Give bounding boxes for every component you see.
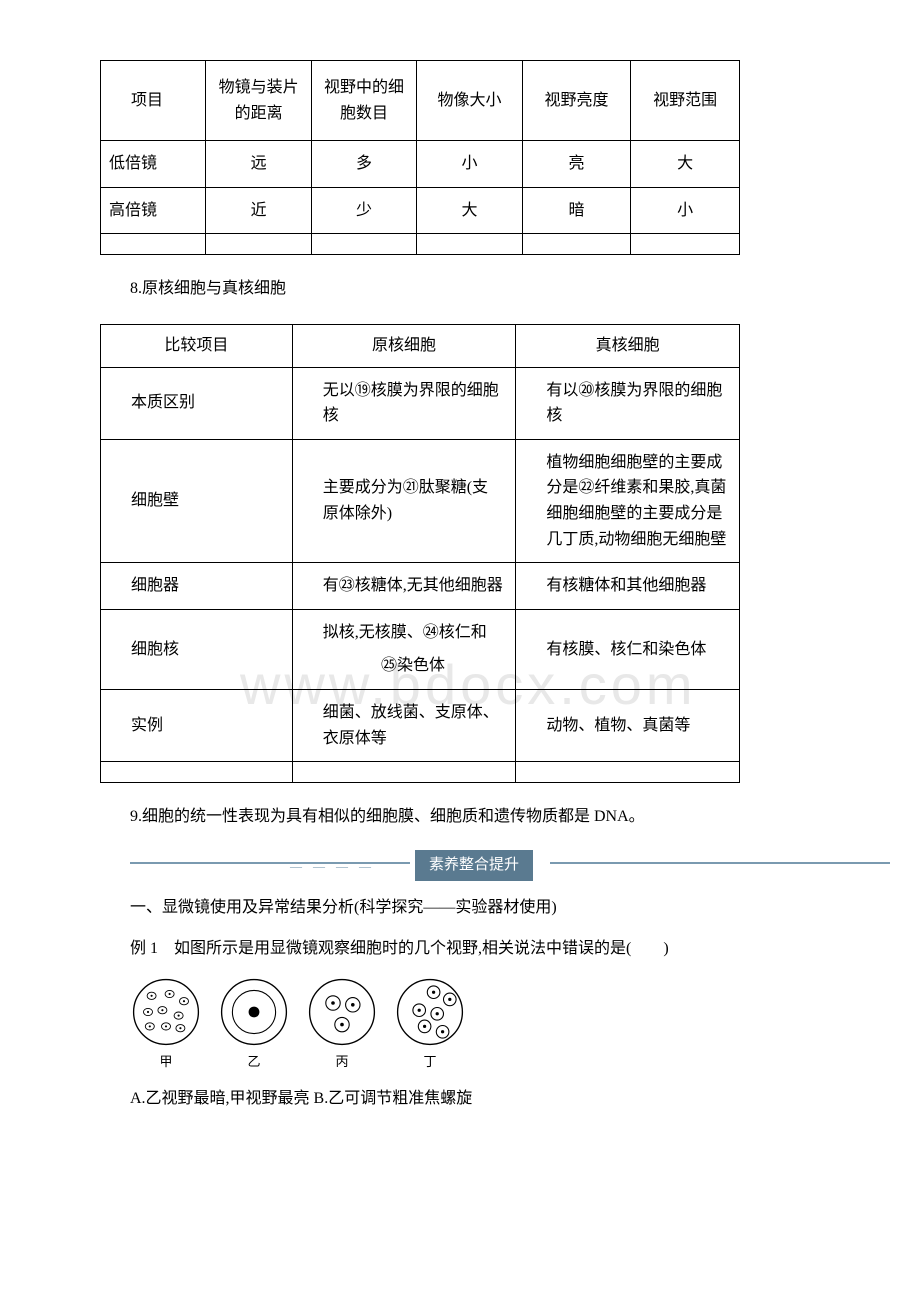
table-header-cell: 物像大小: [417, 61, 522, 141]
view-yi: 乙: [218, 976, 290, 1073]
view-circle-icon: [306, 976, 378, 1048]
table-cell: 有以⑳核膜为界限的细胞核: [516, 367, 740, 439]
table-cell: 暗: [522, 187, 631, 234]
table-header-row: 项目 物镜与装片的距离 视野中的细胞数目 物像大小 视野亮度 视野范围: [101, 61, 740, 141]
table-header-cell: 原核细胞: [292, 324, 516, 367]
table-cell: 本质区别: [101, 367, 293, 439]
heading-8: 8.原核细胞与真核细胞: [60, 275, 860, 304]
table-cell: 有核糖体和其他细胞器: [516, 563, 740, 610]
banner-title: 素养整合提升: [415, 850, 533, 881]
table-row: 本质区别 无以⑲核膜为界限的细胞核 有以⑳核膜为界限的细胞核: [101, 367, 740, 439]
table-cell: 近: [206, 187, 311, 234]
view-bing: 丙: [306, 976, 378, 1073]
table-empty-row: [101, 234, 740, 255]
cell-comparison-table: 比较项目 原核细胞 真核细胞 本质区别 无以⑲核膜为界限的细胞核 有以⑳核膜为界…: [100, 324, 740, 783]
view-ding: 丁: [394, 976, 466, 1073]
view-circle-icon: [394, 976, 466, 1048]
microscope-views-figure: 甲 乙 丙: [60, 976, 860, 1073]
table-header-cell: 项目: [101, 61, 206, 141]
table-row: 高倍镜 近 少 大 暗 小: [101, 187, 740, 234]
table-cell: 主要成分为㉑肽聚糖(支原体除外): [292, 439, 516, 562]
table-cell: 小: [417, 141, 522, 188]
table-cell: 少: [311, 187, 416, 234]
cell-line: ㉕染色体: [323, 653, 504, 679]
banner-dashes: — — — —: [290, 856, 375, 878]
table-cell: 拟核,无核膜、㉔核仁和 ㉕染色体: [292, 609, 516, 689]
table-cell: 亮: [522, 141, 631, 188]
table-cell: 细胞壁: [101, 439, 293, 562]
table-header-cell: 物镜与装片的距离: [206, 61, 311, 141]
table-header-cell: 视野中的细胞数目: [311, 61, 416, 141]
view-label: 丁: [423, 1050, 436, 1073]
table-row: 实例 细菌、放线菌、支原体、衣原体等 动物、植物、真菌等: [101, 689, 740, 761]
view-circle-icon: [130, 976, 202, 1048]
view-label: 甲: [159, 1050, 172, 1073]
section-1-title: 一、显微镜使用及异常结果分析(科学探究——实验器材使用): [60, 894, 860, 923]
table-cell: 动物、植物、真菌等: [516, 689, 740, 761]
table-empty-row: [101, 762, 740, 783]
table-row: 细胞器 有㉓核糖体,无其他细胞器 有核糖体和其他细胞器: [101, 563, 740, 610]
table-cell: 植物细胞细胞壁的主要成分是㉒纤维素和果胶,真菌细胞细胞壁的主要成分是几丁质,动物…: [516, 439, 740, 562]
table-cell: 细胞核: [101, 609, 293, 689]
view-jia: 甲: [130, 976, 202, 1073]
table-cell: 多: [311, 141, 416, 188]
view-label: 丙: [335, 1050, 348, 1073]
cell-line: 拟核,无核膜、㉔核仁和: [323, 620, 504, 646]
table-header-cell: 真核细胞: [516, 324, 740, 367]
table-cell: 细胞器: [101, 563, 293, 610]
options-text: A.乙视野最暗,甲视野最亮 B.乙可调节粗准焦螺旋: [60, 1085, 860, 1114]
table-row: 细胞壁 主要成分为㉑肽聚糖(支原体除外) 植物细胞细胞壁的主要成分是㉒纤维素和果…: [101, 439, 740, 562]
table-cell: 有㉓核糖体,无其他细胞器: [292, 563, 516, 610]
banner-line-right: [550, 862, 890, 864]
table-header-cell: 视野范围: [631, 61, 740, 141]
table-header-cell: 比较项目: [101, 324, 293, 367]
table-cell: 高倍镜: [101, 187, 206, 234]
example-1-text: 例 1 如图所示是用显微镜观察细胞时的几个视野,相关说法中错误的是( ): [60, 935, 860, 964]
table-cell: 无以⑲核膜为界限的细胞核: [292, 367, 516, 439]
microscope-comparison-table: 项目 物镜与装片的距离 视野中的细胞数目 物像大小 视野亮度 视野范围 低倍镜 …: [100, 60, 740, 255]
table-cell: 远: [206, 141, 311, 188]
view-label: 乙: [247, 1050, 260, 1073]
table-cell: 大: [417, 187, 522, 234]
heading-9: 9.细胞的统一性表现为具有相似的细胞膜、细胞质和遗传物质都是 DNA。: [60, 803, 860, 832]
table-header-cell: 视野亮度: [522, 61, 631, 141]
table-cell: 有核膜、核仁和染色体: [516, 609, 740, 689]
table-cell: 低倍镜: [101, 141, 206, 188]
table-row: 低倍镜 远 多 小 亮 大: [101, 141, 740, 188]
table-row: 细胞核 拟核,无核膜、㉔核仁和 ㉕染色体 有核膜、核仁和染色体: [101, 609, 740, 689]
table-cell: 大: [631, 141, 740, 188]
table-cell: 小: [631, 187, 740, 234]
view-circle-icon: [218, 976, 290, 1048]
table-header-row: 比较项目 原核细胞 真核细胞: [101, 324, 740, 367]
table-cell: 细菌、放线菌、支原体、衣原体等: [292, 689, 516, 761]
section-banner: — — — — 素养整合提升: [60, 848, 860, 878]
table-cell: 实例: [101, 689, 293, 761]
